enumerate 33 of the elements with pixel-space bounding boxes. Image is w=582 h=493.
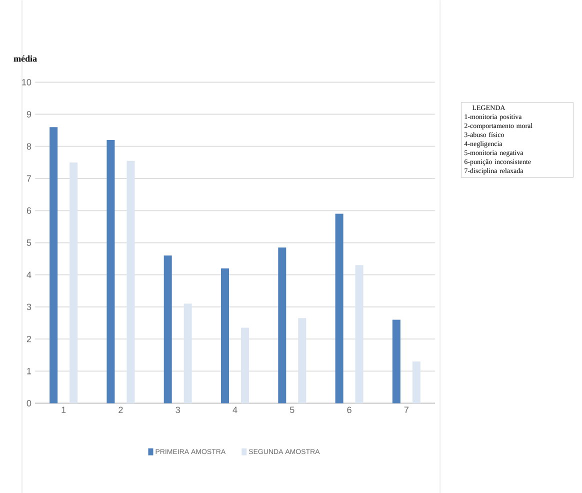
x-tick-label: 7 xyxy=(404,406,408,413)
bar xyxy=(355,264,364,404)
bar xyxy=(241,328,250,404)
bar xyxy=(50,126,58,404)
bar xyxy=(106,140,115,404)
bar xyxy=(164,255,172,404)
x-tick-label: 4 xyxy=(232,406,238,413)
x-tick-label: 3 xyxy=(176,406,180,413)
bar xyxy=(221,268,230,404)
y-tick-label: 7 xyxy=(26,175,32,182)
y-tick-label: 10 xyxy=(22,78,32,86)
bar xyxy=(412,361,420,404)
bar xyxy=(335,214,344,404)
y-tick-label: 0 xyxy=(26,400,32,406)
bar xyxy=(184,304,192,404)
bar xyxy=(298,318,306,404)
y-tick-label: 9 xyxy=(26,110,32,118)
y-tick-label: 6 xyxy=(26,207,32,214)
x-tick-label: 6 xyxy=(347,406,352,413)
bar xyxy=(392,320,400,404)
bar xyxy=(126,160,135,404)
y-tick-label: 1 xyxy=(27,368,32,374)
x-tick-label: 1 xyxy=(62,406,66,413)
y-tick-label: 3 xyxy=(26,304,32,310)
y-axis-title: média xyxy=(14,55,37,62)
x-tick-label: 2 xyxy=(118,406,123,413)
y-tick-label: 2 xyxy=(26,336,32,342)
bar xyxy=(278,247,286,404)
x-tick-label: 5 xyxy=(290,406,294,413)
bar xyxy=(70,162,78,404)
y-tick-label: 4 xyxy=(26,272,32,278)
y-tick-label: 8 xyxy=(26,143,32,150)
y-tick-label: 5 xyxy=(26,239,32,246)
